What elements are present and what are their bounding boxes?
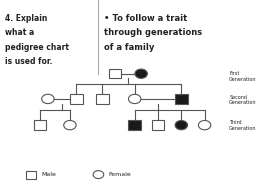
Circle shape bbox=[198, 120, 211, 130]
Text: Third
Generation: Third Generation bbox=[229, 120, 257, 131]
Text: Male: Male bbox=[41, 172, 56, 177]
Text: what a: what a bbox=[5, 28, 34, 37]
Bar bbox=[26, 171, 36, 178]
Bar bbox=[70, 94, 83, 104]
Circle shape bbox=[93, 171, 104, 178]
Text: Female: Female bbox=[109, 172, 132, 177]
Bar bbox=[34, 120, 46, 130]
Text: is used for.: is used for. bbox=[5, 57, 53, 66]
Circle shape bbox=[175, 120, 188, 130]
Text: Second
Generation: Second Generation bbox=[229, 94, 257, 105]
Text: pedigree chart: pedigree chart bbox=[5, 43, 69, 52]
Bar bbox=[128, 120, 141, 130]
Circle shape bbox=[42, 94, 54, 104]
Circle shape bbox=[135, 69, 147, 78]
Circle shape bbox=[64, 120, 76, 130]
Text: 4. Explain: 4. Explain bbox=[5, 14, 48, 23]
Text: of a family: of a family bbox=[104, 43, 154, 52]
Text: • To follow a trait: • To follow a trait bbox=[104, 14, 187, 23]
Bar bbox=[152, 120, 164, 130]
Bar bbox=[109, 69, 121, 78]
Text: through generations: through generations bbox=[104, 28, 202, 37]
Bar bbox=[96, 94, 109, 104]
Bar bbox=[175, 94, 188, 104]
Text: First
Generation: First Generation bbox=[229, 71, 257, 82]
Circle shape bbox=[128, 94, 141, 104]
